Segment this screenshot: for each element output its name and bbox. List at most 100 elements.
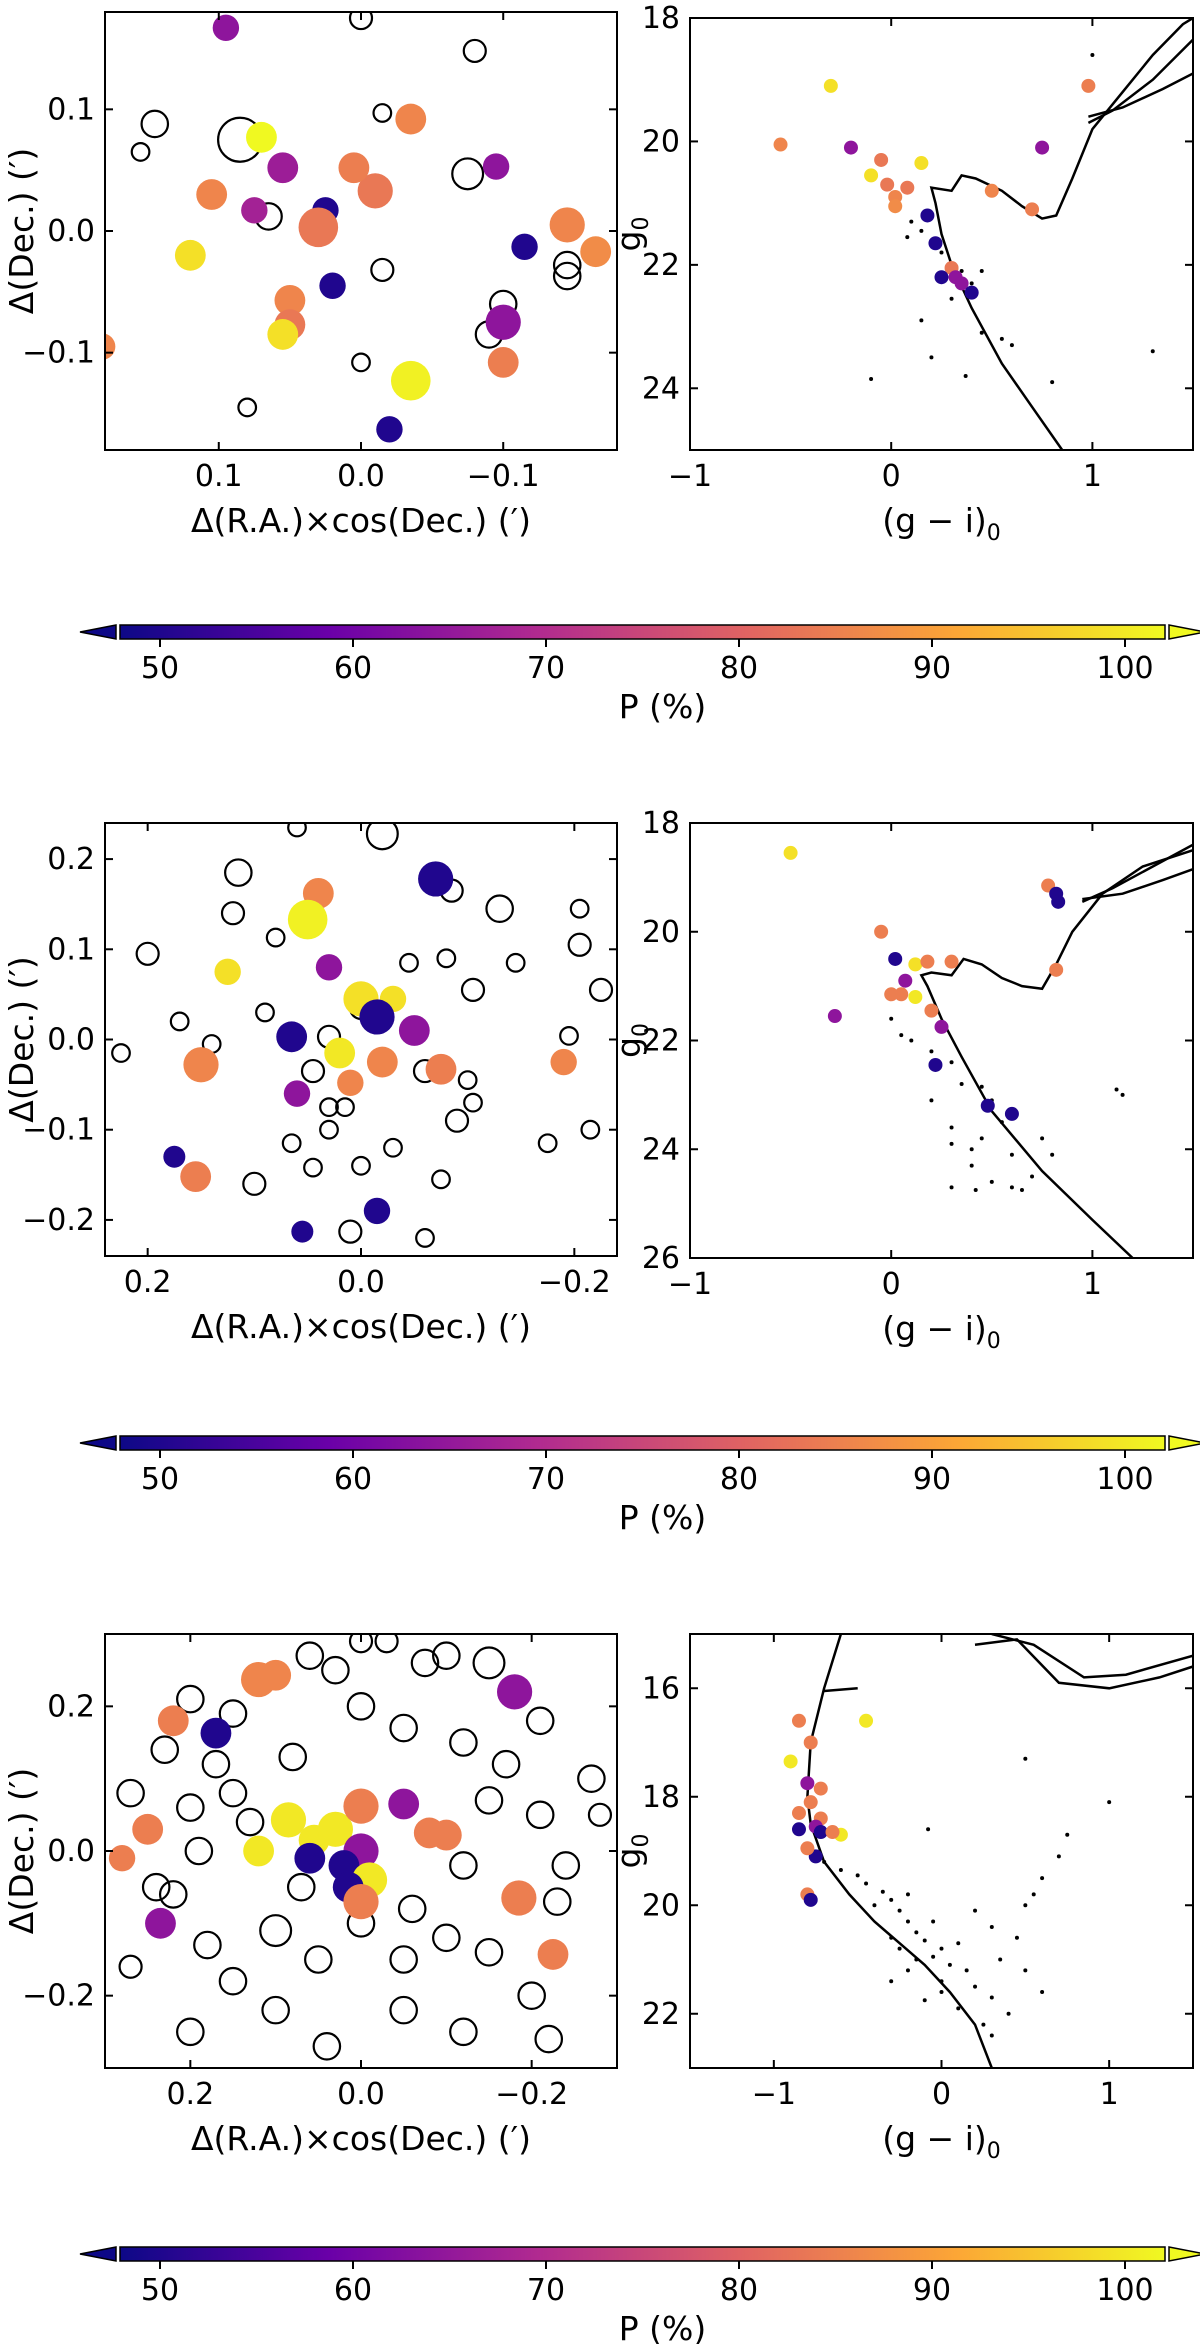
nonmember-dot: [905, 1892, 910, 1897]
nonmember-circle: [237, 397, 258, 418]
x-tick-label: 0: [882, 459, 901, 494]
x-axis-label: (g − i)0: [882, 501, 1001, 546]
x-axis-label: Δ(R.A.)×cos(Dec.) (′): [191, 2119, 531, 2158]
nonmember-circle: [383, 1137, 403, 1158]
nonmember-circle: [525, 1706, 555, 1736]
y-axis-label: g0: [609, 217, 654, 252]
member-star: [214, 958, 241, 986]
colorbar-tick-label: 60: [334, 651, 372, 686]
x-tick-label: 0.2: [124, 1265, 172, 1300]
nonmember-circle: [312, 2032, 342, 2061]
member-star: [496, 1674, 533, 1710]
nonmember-circle: [485, 894, 514, 923]
member-star: [390, 360, 431, 401]
nonmember-dot: [939, 1990, 944, 1995]
nonmember-dot: [1019, 1188, 1024, 1193]
nonmember-circle: [176, 2017, 205, 2047]
nonmember-dot: [929, 1049, 934, 1054]
member-point: [864, 168, 879, 183]
member-point: [843, 140, 858, 155]
member-star: [291, 1220, 314, 1243]
nonmember-dot: [989, 1995, 994, 2000]
member-point: [1049, 962, 1064, 977]
isochrone-lower: [806, 1634, 993, 2068]
member-star: [550, 1048, 577, 1076]
colorbar-label: P (%): [619, 687, 707, 726]
nonmember-circle: [295, 1641, 325, 1670]
isochrone-branch2: [1082, 868, 1193, 901]
nonmember-circle: [259, 1914, 293, 1948]
member-star: [241, 197, 268, 224]
colorbar-tick-label: 60: [334, 1462, 372, 1497]
nonmember-dot: [869, 377, 874, 382]
y-tick-label: 22: [642, 1024, 680, 1059]
nonmember-circle: [242, 1171, 267, 1196]
nonmember-circle: [235, 1807, 265, 1837]
isochrone-branch1: [974, 1638, 1193, 1690]
row2-cmd: −1 0 1 18 20 22 24 26 (g − i)0 g0: [609, 806, 1194, 1354]
nonmember-dot: [1006, 2011, 1011, 2016]
colorbar-label: P (%): [619, 2309, 707, 2344]
x-tick-label: −0.2: [495, 2077, 568, 2112]
member-point: [823, 78, 838, 93]
member-star: [246, 121, 277, 153]
axes-frame: [104, 11, 618, 451]
member-star: [580, 236, 612, 268]
nonmember-circle: [449, 2017, 478, 2047]
member-star: [338, 152, 370, 184]
colorbar-tick-label: 80: [720, 651, 758, 686]
nonmember-circle: [431, 1169, 451, 1190]
nonmember-dot: [979, 1136, 984, 1141]
colorbar-tick-label: 50: [141, 1462, 179, 1497]
nonmember-circle: [265, 927, 286, 948]
member-point: [825, 1825, 840, 1840]
member-point: [980, 1098, 995, 1113]
row3-spatial: 0.2 0.0 −0.2 −0.2 0.0 0.2 Δ(R.A.)×cos(Dec.) (′…: [2, 1633, 618, 2158]
axes-frame: [104, 822, 618, 1257]
nonmember-dot: [929, 1098, 934, 1103]
y-tick-label: −0.1: [22, 336, 95, 371]
member-point: [884, 987, 899, 1002]
member-star: [388, 1788, 420, 1820]
nonmember-dot: [855, 1873, 860, 1878]
member-point: [928, 1057, 943, 1072]
axes-frame: [689, 1633, 1194, 2069]
member-point: [783, 1754, 798, 1769]
member-point: [783, 845, 798, 860]
nonmember-dot: [889, 1897, 894, 1902]
nonmember-dot: [909, 1038, 914, 1043]
nonmember-circle: [111, 1043, 131, 1063]
nonmember-circle: [224, 858, 253, 887]
member-star: [549, 207, 585, 243]
colorbar-min-arrow: [79, 624, 117, 640]
member-star: [376, 416, 403, 443]
nonmember-circle: [577, 1764, 606, 1793]
colorbar-tick-label: 80: [720, 2273, 758, 2308]
colorbar-tick-label: 50: [141, 651, 179, 686]
member-star: [324, 1037, 356, 1069]
nonmember-dot: [889, 1016, 894, 1021]
colorbar-gradient: [120, 625, 1165, 639]
member-point: [800, 1841, 815, 1856]
nonmember-dot: [889, 1979, 894, 1984]
nonmember-circle: [587, 1802, 613, 1827]
x-tick-label: −1: [668, 1267, 712, 1302]
member-point: [920, 208, 935, 223]
nonmember-dot: [947, 1962, 952, 1967]
member-star: [487, 347, 519, 378]
member-star: [108, 1845, 136, 1872]
nonmember-circle: [304, 1945, 333, 1974]
y-tick-label: 18: [642, 806, 680, 841]
y-tick-label: −0.1: [22, 1113, 95, 1148]
x-tick-label: 0.1: [195, 459, 243, 494]
y-axis-label: Δ(Dec.) (′): [2, 148, 41, 314]
nonmember-circle: [580, 1119, 601, 1140]
nonmember-dot: [956, 2006, 961, 2011]
y-tick-label: 22: [642, 1997, 680, 2032]
member-star: [425, 1053, 457, 1085]
nonmember-circle: [552, 250, 582, 280]
nonmember-dot: [939, 250, 944, 255]
member-star: [294, 1842, 326, 1874]
nonmember-dot: [1023, 1903, 1028, 1908]
member-star: [511, 233, 538, 261]
